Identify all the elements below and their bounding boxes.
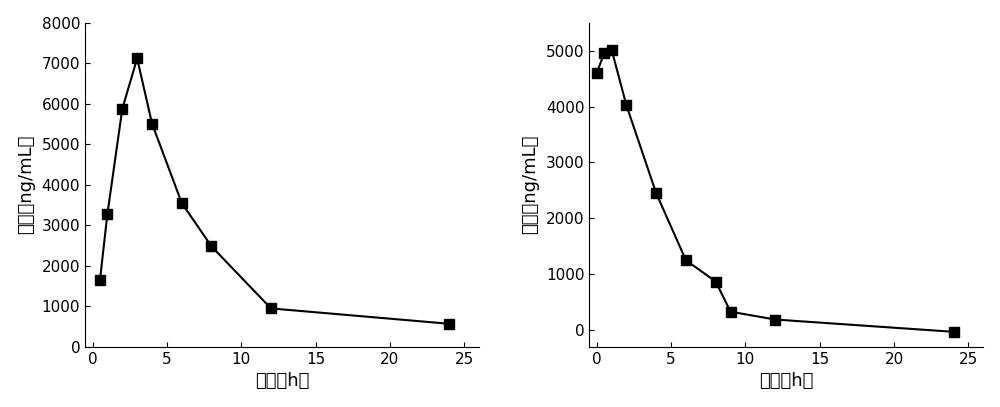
X-axis label: 时间（h）: 时间（h）	[255, 372, 309, 390]
Y-axis label: 浓度（ng/mL）: 浓度（ng/mL）	[521, 135, 539, 234]
X-axis label: 时间（h）: 时间（h）	[759, 372, 813, 390]
Y-axis label: 浓度（ng/mL）: 浓度（ng/mL）	[17, 135, 35, 234]
